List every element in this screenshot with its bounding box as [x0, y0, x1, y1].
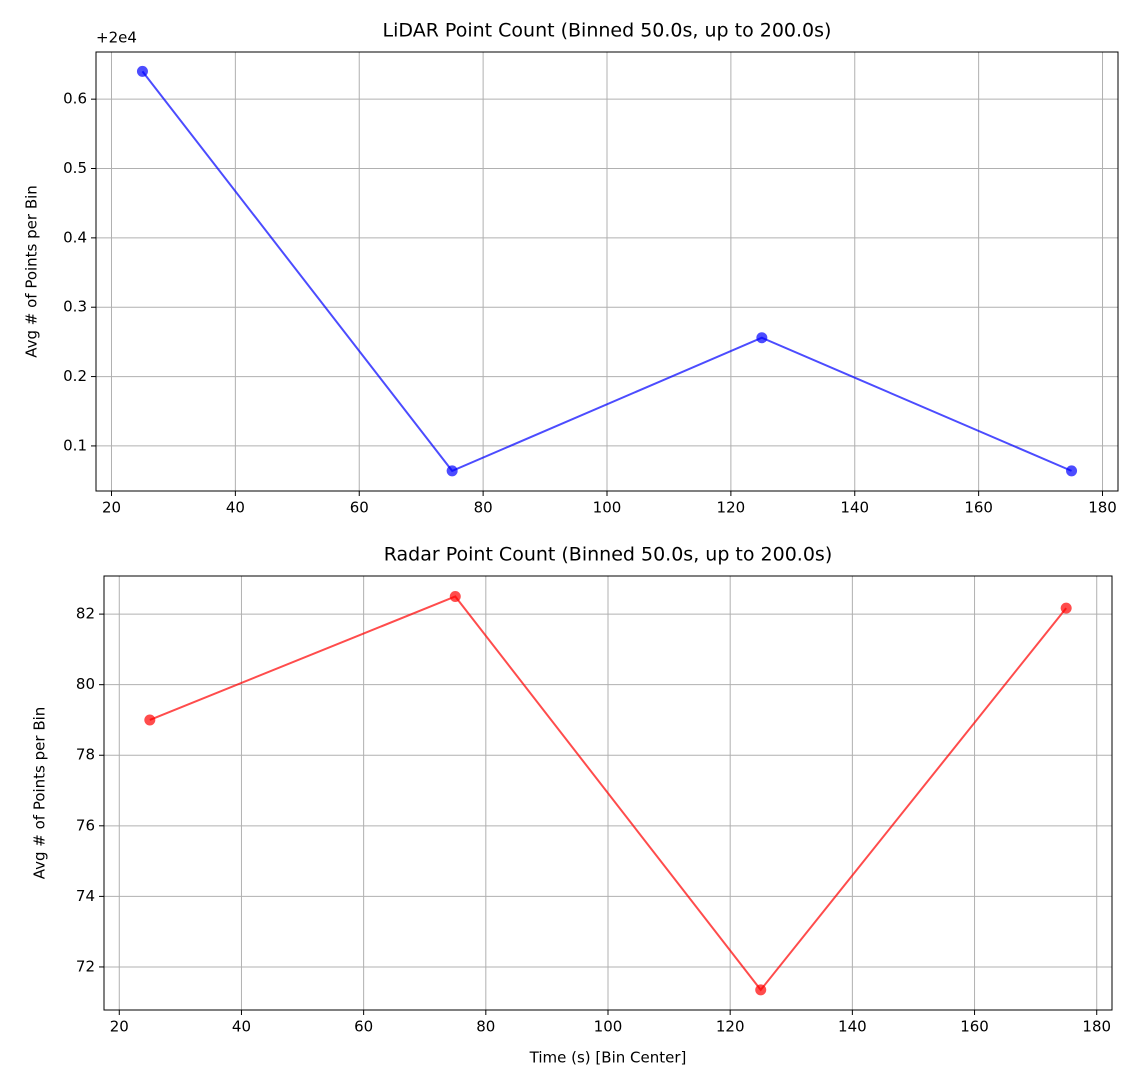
- marker: [756, 332, 768, 344]
- marker: [446, 465, 458, 477]
- x-axis-label: Time (s) [Bin Center]: [529, 1049, 687, 1067]
- x-tick-label: 40: [226, 499, 245, 517]
- x-tick-label: 140: [838, 1018, 867, 1036]
- x-tick-label: 160: [960, 1018, 989, 1036]
- x-tick-label: 180: [1088, 499, 1117, 517]
- x-tick-label: 180: [1082, 1018, 1111, 1036]
- plot-frame: [95, 51, 1119, 492]
- y-tick-label: 0.4: [63, 228, 87, 246]
- x-tick-label: 80: [474, 499, 493, 517]
- x-tick-label: 40: [232, 1018, 251, 1036]
- x-tick-label: 60: [350, 499, 369, 517]
- y-tick-label: 0.5: [63, 159, 87, 177]
- plot-frame: [103, 575, 1113, 1011]
- y-tick-label: 72: [76, 957, 95, 975]
- x-tick-label: 20: [102, 499, 121, 517]
- x-tick-label: 120: [716, 1018, 745, 1036]
- chart-title: LiDAR Point Count (Binned 50.0s, up to 2…: [383, 20, 832, 42]
- y-tick-label: 76: [76, 816, 95, 834]
- x-tick-label: 100: [594, 1018, 623, 1036]
- x-tick-label: 140: [840, 499, 869, 517]
- y-axis-label: Avg # of Points per Bin: [23, 185, 41, 358]
- y-tick-label: 82: [76, 605, 95, 623]
- y-tick-label: 78: [76, 746, 95, 764]
- x-tick-label: 60: [354, 1018, 373, 1036]
- y-axis-label: Avg # of Points per Bin: [31, 707, 49, 880]
- marker: [755, 984, 767, 996]
- y-tick-label: 0.2: [63, 367, 87, 385]
- x-tick-label: 160: [964, 499, 993, 517]
- chart-title: Radar Point Count (Binned 50.0s, up to 2…: [384, 544, 833, 566]
- x-tick-label: 100: [593, 499, 622, 517]
- y-tick-label: 0.3: [63, 298, 87, 316]
- y-offset-label: +2e4: [96, 29, 137, 47]
- y-tick-label: 0.6: [63, 90, 87, 108]
- y-tick-label: 0.1: [63, 436, 87, 454]
- line: [149, 595, 1067, 992]
- marker: [1060, 602, 1072, 614]
- y-tick-label: 74: [76, 887, 95, 905]
- x-tick-label: 20: [110, 1018, 129, 1036]
- marker: [136, 65, 148, 77]
- line: [141, 70, 1072, 473]
- y-tick-label: 80: [76, 675, 95, 693]
- marker: [1066, 465, 1078, 477]
- x-tick-label: 80: [476, 1018, 495, 1036]
- marker: [144, 714, 156, 726]
- marker: [449, 590, 461, 602]
- x-tick-label: 120: [717, 499, 746, 517]
